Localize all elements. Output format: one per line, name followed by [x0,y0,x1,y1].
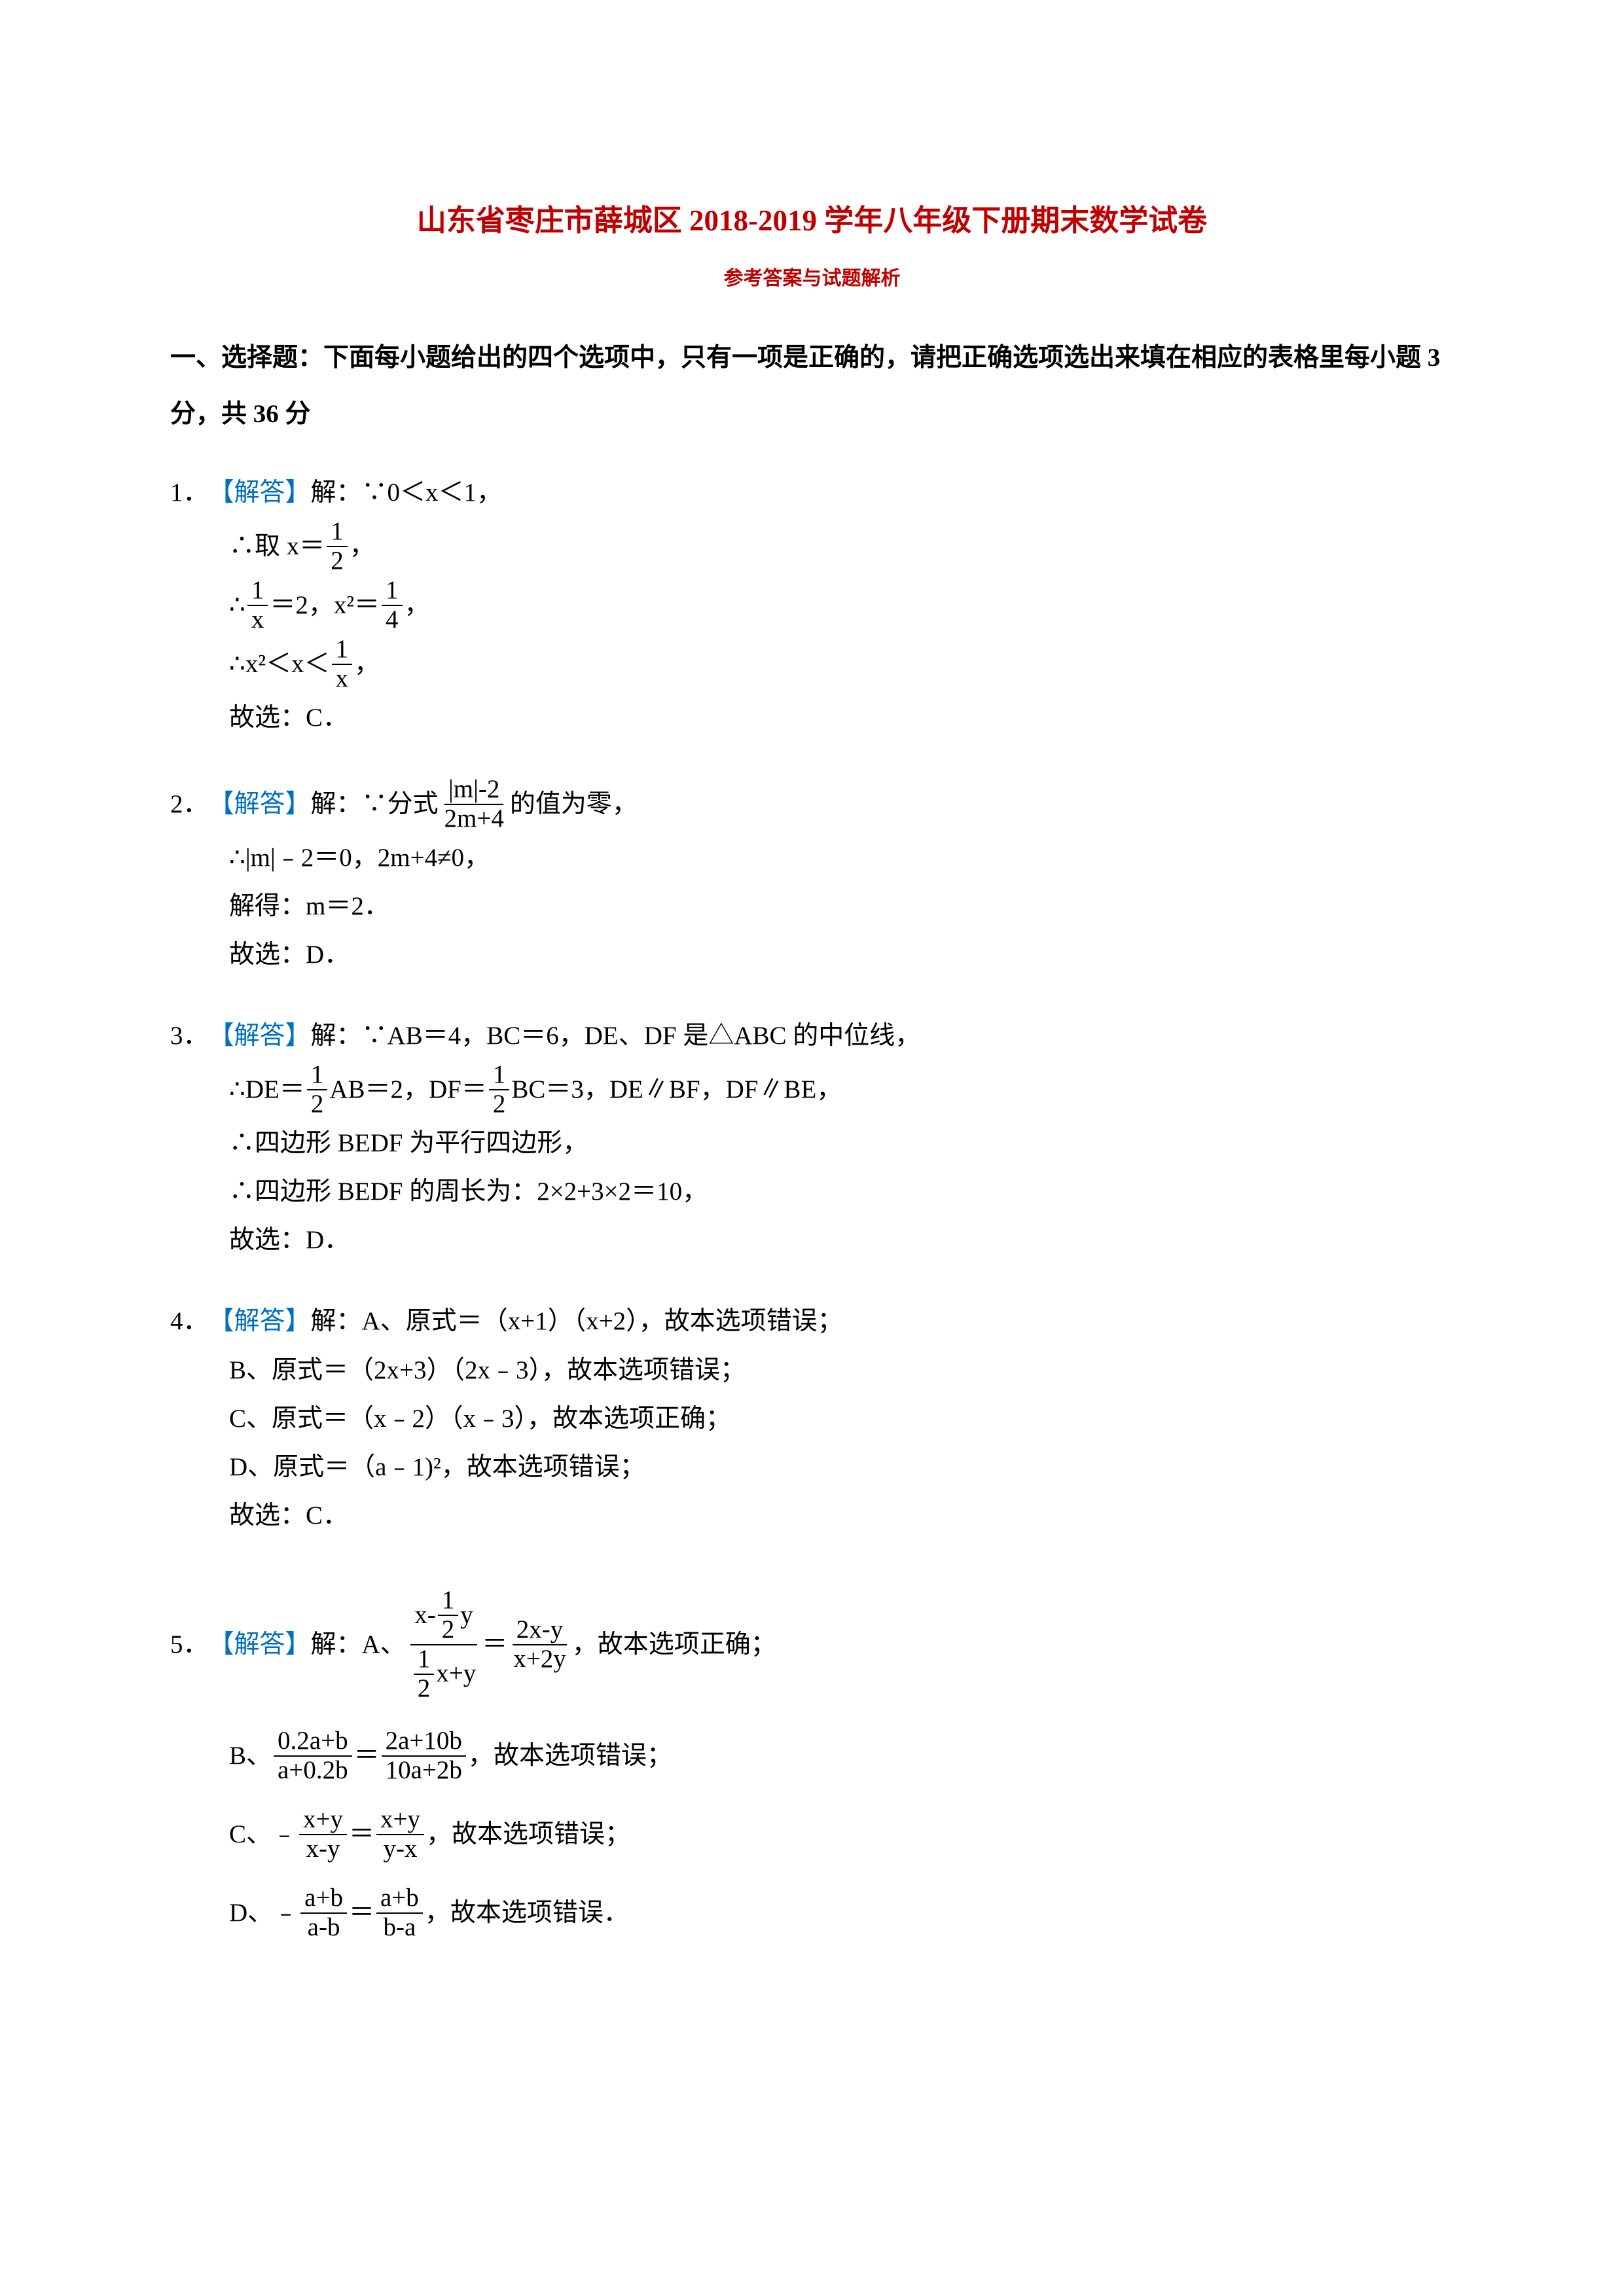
fraction: 12 [327,518,348,575]
text: ，故本选项错误． [425,1889,629,1937]
fraction: 14 [382,577,403,634]
question-line: ∴|m|﹣2＝0，2m+4≠0， [170,834,1454,882]
text: ＝ [349,1889,374,1937]
text: 解：∵AB＝4，BC＝6，DE、DF 是△ABC 的中位线， [311,1012,921,1060]
question-line: 故选：D． [170,931,1454,979]
fraction: 1x [332,636,353,693]
text: D、原式＝（a﹣1)²，故本选项错误； [229,1443,645,1492]
text: D、﹣ [229,1889,298,1937]
answer-tag: 【解答】 [209,780,311,829]
text: AB＝2，DF＝ [329,1066,487,1114]
text: 解：∵0＜x＜1， [311,469,503,517]
text: BC＝3，DE∥BF，DF∥BE， [511,1066,842,1114]
question-number: 5． [170,1621,209,1669]
question-2: 2．【解答】解：∵分式|m|-22m+4的值为零，∴|m|﹣2＝0，2m+4≠0… [170,775,1454,979]
answer-tag: 【解答】 [209,1012,311,1060]
fraction: 12 [307,1061,328,1119]
text: C、﹣ [229,1810,297,1859]
text: ， [350,522,375,571]
question-line: C、﹣x+yx-y＝x+yy-x，故本选项错误； [170,1795,1454,1874]
text: ∴x²＜x＜ [229,640,330,689]
text: ，故本选项错误； [426,1810,630,1859]
fraction: 2a+10b10a+2b [382,1727,466,1785]
question-line: 1．【解答】解：∵0＜x＜1， [170,469,1454,517]
question-line: B、0.2a+ba+0.2b＝2a+10b10a+2b，故本选项错误； [170,1717,1454,1795]
text: B、 [229,1732,272,1780]
question-line: 故选：D． [170,1216,1454,1265]
text: ∴四边形 BEDF 的周长为：2×2+3×2＝10， [229,1168,708,1216]
fraction: 12 [489,1061,510,1119]
question-line: ∴x²＜x＜1x， [170,635,1454,694]
question-line: 3．【解答】解：∵AB＝4，BC＝6，DE、DF 是△ABC 的中位线， [170,1012,1454,1060]
text: 解：∵分式 [311,780,439,829]
text: ，故本选项正确； [572,1621,776,1669]
fraction: x+yx-y [299,1806,347,1863]
question-line: ∴四边形 BEDF 为平行四边形， [170,1119,1454,1168]
question-line: ∴DE＝12AB＝2，DF＝12BC＝3，DE∥BF，DF∥BE， [170,1060,1454,1119]
fraction: |m|-22m+4 [441,776,508,833]
fraction: a+bb-a [376,1884,423,1942]
question-number: 3． [170,1012,209,1060]
text: 的值为零， [510,780,638,829]
question-line: D、原式＝（a﹣1)²，故本选项错误； [170,1443,1454,1492]
fraction: a+ba-b [300,1884,347,1942]
question-line: 4．【解答】解：A、原式＝（x+1）（x+2），故本选项错误； [170,1297,1454,1346]
text: 故选：C． [229,694,348,742]
text: ∴DE＝ [229,1066,305,1114]
question-line: 2．【解答】解：∵分式|m|-22m+4的值为零， [170,775,1454,834]
question-5: 5．【解答】解：A、x-12y12x+y＝2x-yx+2y，故本选项正确；B、0… [170,1573,1454,1952]
question-number: 2． [170,780,209,829]
question-line: 5．【解答】解：A、x-12y12x+y＝2x-yx+2y，故本选项正确； [170,1573,1454,1717]
text: ∴四边形 BEDF 为平行四边形， [229,1119,588,1168]
question-line: B、原式＝（2x+3）（2x﹣3），故本选项错误； [170,1346,1454,1395]
text: 解：A、原式＝（x+1）（x+2），故本选项错误； [311,1297,843,1346]
text: 故选：D． [229,931,350,979]
question-line: ∴1x＝2，x²＝14， [170,576,1454,635]
answer-tag: 【解答】 [209,469,311,517]
question-3: 3．【解答】解：∵AB＝4，BC＝6，DE、DF 是△ABC 的中位线，∴DE＝… [170,1012,1454,1265]
fraction: 2x-yx+2y [509,1616,570,1674]
text: ， [405,581,430,630]
text: B、原式＝（2x+3）（2x﹣3），故本选项错误； [229,1346,746,1395]
question-line: 故选：C． [170,1492,1454,1540]
fraction: 12 [438,1587,459,1644]
text: ＝ [349,1810,374,1859]
answer-tag: 【解答】 [209,1621,311,1669]
text: 故选：D． [229,1216,350,1265]
text: 解：A、 [311,1621,406,1669]
fraction: 0.2a+ba+0.2b [274,1727,352,1785]
fraction: x-12y12x+y [408,1587,480,1703]
text: C、原式＝（x﹣2）（x﹣3），故本选项正确； [229,1395,731,1443]
text: ∴取 x＝ [229,522,325,571]
questions-container: 1．【解答】解：∵0＜x＜1，∴取 x＝12，∴1x＝2，x²＝14，∴x²＜x… [170,469,1454,1952]
text: ＝2，x²＝ [270,581,380,630]
question-line: ∴取 x＝12， [170,517,1454,576]
page-subtitle: 参考答案与试题解析 [170,262,1454,291]
text: ∴ [229,581,245,630]
page-title: 山东省枣庄市薛城区 2018-2019 学年八年级下册期末数学试卷 [170,196,1454,239]
question-1: 1．【解答】解：∵0＜x＜1，∴取 x＝12，∴1x＝2，x²＝14，∴x²＜x… [170,469,1454,742]
question-line: D、﹣a+ba-b＝a+bb-a，故本选项错误． [170,1874,1454,1952]
question-number: 4． [170,1297,209,1346]
fraction: x+yy-x [376,1806,424,1863]
question-line: 故选：C． [170,694,1454,742]
text: 故选：C． [229,1492,348,1540]
text: ∴|m|﹣2＝0，2m+4≠0， [229,834,490,882]
text: ， [354,640,380,689]
answer-tag: 【解答】 [209,1297,311,1346]
text: 解得：m＝2． [229,882,389,931]
question-line: 解得：m＝2． [170,882,1454,931]
section-header: 一、选择题：下面每小题给出的四个选项中，只有一项是正确的，请把正确选项选出来填在… [170,330,1454,442]
question-4: 4．【解答】解：A、原式＝（x+1）（x+2），故本选项错误；B、原式＝（2x+… [170,1297,1454,1539]
question-number: 1． [170,469,209,517]
fraction: 12 [414,1645,435,1703]
question-line: C、原式＝（x﹣2）（x﹣3），故本选项正确； [170,1395,1454,1443]
text: ，故本选项错误； [468,1732,672,1780]
question-line: ∴四边形 BEDF 的周长为：2×2+3×2＝10， [170,1168,1454,1216]
text: ＝ [482,1621,507,1669]
text: ＝ [354,1732,380,1780]
fraction: 1x [247,577,268,634]
